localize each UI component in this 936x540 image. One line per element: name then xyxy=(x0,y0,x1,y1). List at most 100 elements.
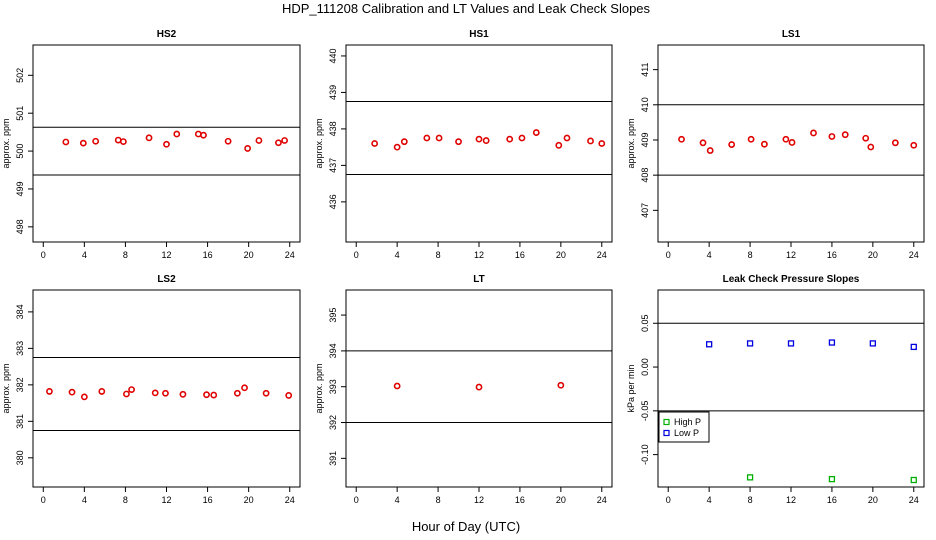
x-tick-label: 16 xyxy=(203,495,213,505)
x-tick-label: 4 xyxy=(707,250,712,260)
data-point xyxy=(435,134,443,142)
panel-hs1: HS1 0 4 8 12 16 20 24 436 437 438 439 440 approx. ppm xyxy=(314,29,613,260)
data-point xyxy=(891,139,899,147)
y-axis-label: kPa per min xyxy=(626,364,636,412)
data-point xyxy=(678,135,685,143)
y-tick-label: 382 xyxy=(15,377,25,392)
plot-frame xyxy=(657,289,925,488)
data-point xyxy=(371,140,379,147)
data-point xyxy=(173,130,181,138)
panel-title: HS1 xyxy=(469,29,489,40)
x-tick-label: 24 xyxy=(909,495,919,505)
y-tick-label: 499 xyxy=(15,181,25,196)
data-point-high-p xyxy=(746,474,754,481)
data-point xyxy=(828,133,836,140)
data-point xyxy=(782,135,790,143)
data-point-low-p xyxy=(706,341,713,348)
data-point xyxy=(68,388,76,396)
data-point xyxy=(747,135,755,143)
data-point xyxy=(128,386,135,393)
data-point xyxy=(151,389,159,397)
panel-leak: Leak Check Pressure Slopes 0 4 8 12 16 20 24 -0.… xyxy=(626,274,925,505)
plot-frame xyxy=(32,289,301,488)
panel-title: LS1 xyxy=(782,29,801,40)
data-point xyxy=(587,137,594,145)
x-tick-label: 20 xyxy=(244,495,254,505)
y-tick-label: 392 xyxy=(328,415,338,430)
data-point-low-p xyxy=(910,343,917,351)
legend-label: High P xyxy=(674,417,701,427)
data-point xyxy=(119,138,127,146)
x-tick-label: 8 xyxy=(436,250,441,260)
data-point xyxy=(563,134,571,142)
data-point xyxy=(841,131,849,139)
plot-frame xyxy=(345,289,613,488)
panel-ls1: LS1 0 4 8 12 16 20 24 407 408 409 410 411 approx. ppm xyxy=(626,29,925,260)
data-point xyxy=(203,391,210,399)
y-tick-label: 500 xyxy=(15,144,25,159)
plot-frame xyxy=(345,44,613,243)
x-tick-label: 0 xyxy=(666,250,671,260)
y-tick-label: 383 xyxy=(15,341,25,356)
data-point xyxy=(179,390,187,398)
data-point-low-p xyxy=(869,340,876,347)
x-tick-label: 24 xyxy=(597,495,607,505)
y-tick-label: 393 xyxy=(328,379,338,394)
x-tick-label: 0 xyxy=(41,250,46,260)
legend-marker xyxy=(663,418,670,426)
data-point xyxy=(46,388,53,395)
data-point xyxy=(598,140,606,147)
y-tick-label: 0.00 xyxy=(640,358,650,376)
data-point xyxy=(285,392,293,399)
panel-title: LS2 xyxy=(157,274,176,285)
data-point xyxy=(532,129,540,136)
data-point xyxy=(262,389,270,397)
data-point xyxy=(98,388,106,395)
x-tick-label: 24 xyxy=(285,250,295,260)
x-tick-label: 8 xyxy=(436,495,441,505)
data-point xyxy=(92,137,100,145)
y-tick-label: 502 xyxy=(15,68,25,83)
y-tick-label: 501 xyxy=(15,106,25,121)
x-tick-label: 0 xyxy=(354,250,359,260)
y-tick-label: 410 xyxy=(640,97,650,112)
x-tick-label: 8 xyxy=(123,250,128,260)
y-tick-label: 411 xyxy=(640,62,650,76)
x-tick-label: 0 xyxy=(666,495,671,505)
data-point xyxy=(862,134,870,142)
panels: HS2 0 4 8 12 16 20 24 498 499 500 501 502 approx. ppm… xyxy=(1,29,925,505)
x-tick-label: 0 xyxy=(354,495,359,505)
y-axis-label: approx. ppm xyxy=(314,118,324,168)
y-tick-label: 381 xyxy=(15,414,25,429)
data-point xyxy=(162,389,169,397)
legend-box xyxy=(658,411,710,443)
y-tick-label: 394 xyxy=(328,343,338,358)
x-tick-label: 24 xyxy=(909,250,919,260)
data-point xyxy=(506,135,514,143)
data-point xyxy=(400,138,408,146)
data-point xyxy=(62,138,70,146)
y-tick-label: 407 xyxy=(640,203,650,218)
data-point-low-p xyxy=(787,340,795,347)
x-tick-label: 20 xyxy=(556,495,566,505)
data-point xyxy=(163,140,170,148)
data-point xyxy=(255,137,263,144)
data-point xyxy=(867,143,875,151)
x-tick-label: 8 xyxy=(748,250,753,260)
data-point xyxy=(728,141,736,148)
data-point-high-p xyxy=(828,475,836,483)
data-point xyxy=(210,391,218,399)
x-tick-label: 20 xyxy=(244,250,254,260)
panel-title: LT xyxy=(473,274,484,285)
x-tick-label: 16 xyxy=(515,495,525,505)
legend-label: Low P xyxy=(674,428,699,438)
data-point xyxy=(761,140,768,148)
y-tick-label: -0.05 xyxy=(640,401,650,422)
data-point xyxy=(788,139,796,146)
x-tick-label: 16 xyxy=(827,495,837,505)
y-tick-label: 395 xyxy=(328,308,338,323)
data-point xyxy=(80,393,88,401)
panel-lt: LT 0 4 8 12 16 20 24 391 392 393 394 395 approx. ppm xyxy=(314,274,613,505)
y-tick-label: 440 xyxy=(328,48,338,63)
